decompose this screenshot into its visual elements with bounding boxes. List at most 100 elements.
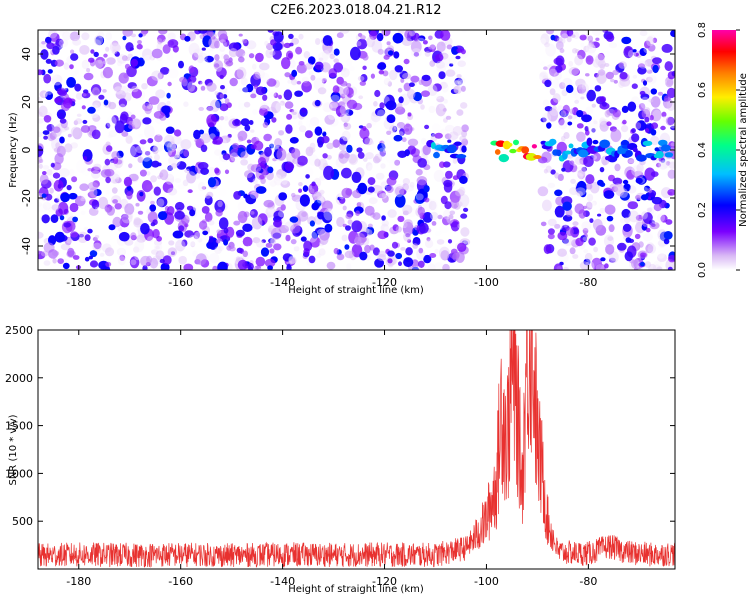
heatmap-cell bbox=[369, 244, 375, 251]
heatmap-cell bbox=[540, 33, 550, 45]
y-tick-label: 500 bbox=[12, 515, 33, 528]
heatmap-cell bbox=[583, 45, 590, 53]
heatmap-cell bbox=[174, 210, 186, 220]
heatmap-cell bbox=[181, 239, 188, 247]
heatmap-cell bbox=[622, 179, 629, 185]
heatmap-cell bbox=[326, 261, 336, 270]
heatmap-cell bbox=[343, 122, 352, 130]
heatmap-cell bbox=[51, 74, 63, 86]
heatmap-cell bbox=[451, 46, 459, 55]
heatmap-cell bbox=[424, 197, 430, 203]
heatmap-cell bbox=[301, 76, 309, 83]
heatmap-cell bbox=[385, 153, 397, 164]
y-tick-label: 0 bbox=[20, 147, 33, 154]
heatmap-cell bbox=[356, 147, 363, 153]
heatmap-cell bbox=[147, 138, 154, 144]
heatmap-cell bbox=[365, 226, 375, 235]
heatmap-cell bbox=[397, 87, 403, 93]
heatmap-cell bbox=[168, 166, 173, 171]
heatmap-cell bbox=[339, 85, 350, 97]
heatmap-cell bbox=[554, 172, 560, 179]
heatmap-cell bbox=[545, 43, 556, 57]
heatmap-cell bbox=[290, 224, 301, 234]
heatmap-cell bbox=[131, 88, 142, 99]
heatmap-cell bbox=[196, 55, 204, 64]
heatmap-cell bbox=[244, 124, 251, 132]
heatmap-cell bbox=[46, 42, 55, 50]
heatmap-cell bbox=[88, 255, 94, 260]
heatmap-cell bbox=[248, 53, 255, 59]
heatmap-cell bbox=[273, 219, 282, 228]
heatmap-cell bbox=[272, 157, 277, 162]
heatmap-cell bbox=[449, 210, 456, 215]
heatmap-cell bbox=[75, 92, 83, 100]
heatmap-cell bbox=[338, 143, 347, 151]
heatmap-cell bbox=[661, 43, 673, 53]
heatmap-signal-cell bbox=[433, 151, 440, 159]
heatmap-cell bbox=[158, 30, 168, 35]
heatmap-signal-cell bbox=[599, 139, 611, 149]
heatmap-cell bbox=[670, 30, 675, 38]
heatmap-cell bbox=[59, 30, 65, 36]
heatmap-cell bbox=[250, 187, 257, 193]
colorbar-tick-label: 0.2 bbox=[697, 202, 708, 218]
heatmap-cell bbox=[269, 143, 275, 149]
heatmap-cell bbox=[42, 130, 50, 136]
heatmap-cell bbox=[354, 232, 366, 246]
heatmap-cell bbox=[631, 133, 640, 143]
heatmap-cell bbox=[403, 219, 413, 228]
heatmap-cell bbox=[366, 122, 372, 129]
heatmap-cell bbox=[46, 89, 53, 95]
heatmap-cell bbox=[384, 77, 390, 84]
heatmap-cell bbox=[54, 231, 65, 243]
heatmap-cell bbox=[258, 107, 268, 116]
heatmap-cell bbox=[232, 142, 239, 150]
heatmap-cell bbox=[140, 150, 152, 162]
heatmap-cell bbox=[76, 113, 82, 118]
heatmap-cell bbox=[348, 153, 359, 166]
heatmap-cell bbox=[427, 84, 438, 96]
heatmap-cell bbox=[402, 178, 411, 185]
heatmap-cell bbox=[311, 231, 319, 239]
y-tick-label: 40 bbox=[20, 47, 33, 61]
heatmap-cell bbox=[300, 236, 307, 242]
heatmap-cell bbox=[647, 243, 657, 254]
heatmap-cell bbox=[341, 167, 352, 179]
heatmap-cell bbox=[102, 66, 113, 79]
heatmap-cell bbox=[575, 187, 586, 196]
heatmap-cell bbox=[610, 128, 622, 143]
heatmap-cell bbox=[585, 183, 593, 190]
heatmap-cell bbox=[155, 89, 166, 99]
heatmap-cell bbox=[108, 101, 117, 110]
heatmap-cell bbox=[607, 236, 614, 242]
heatmap-cell bbox=[146, 208, 151, 214]
heatmap-cell bbox=[606, 215, 614, 222]
x-tick-label: -120 bbox=[372, 276, 397, 289]
heatmap-cell bbox=[136, 43, 143, 50]
heatmap-cell bbox=[151, 160, 160, 168]
heatmap-cell bbox=[597, 52, 605, 61]
heatmap-cell bbox=[653, 203, 662, 212]
heatmap-cell bbox=[79, 45, 90, 55]
heatmap-cell bbox=[238, 102, 247, 112]
heatmap-cell bbox=[54, 97, 61, 104]
heatmap-cell bbox=[38, 202, 43, 207]
heatmap-cell bbox=[652, 260, 663, 270]
heatmap-signal-cell bbox=[586, 137, 593, 147]
heatmap-cell bbox=[302, 81, 311, 87]
heatmap-cell bbox=[618, 61, 627, 69]
heatmap-cell bbox=[146, 184, 154, 191]
heatmap-signal-cell bbox=[655, 150, 664, 159]
heatmap-cell bbox=[118, 98, 128, 108]
heatmap-cell bbox=[183, 119, 194, 129]
heatmap-cell bbox=[48, 30, 58, 39]
heatmap-cell bbox=[315, 38, 321, 45]
heatmap-cell bbox=[644, 261, 652, 268]
heatmap-cell bbox=[270, 238, 276, 245]
heatmap-cell bbox=[81, 193, 87, 199]
heatmap-cell bbox=[387, 209, 397, 218]
heatmap-cell bbox=[59, 215, 65, 221]
heatmap-cell bbox=[260, 247, 270, 257]
heatmap-cell bbox=[324, 114, 336, 125]
heatmap-cell bbox=[545, 165, 552, 173]
